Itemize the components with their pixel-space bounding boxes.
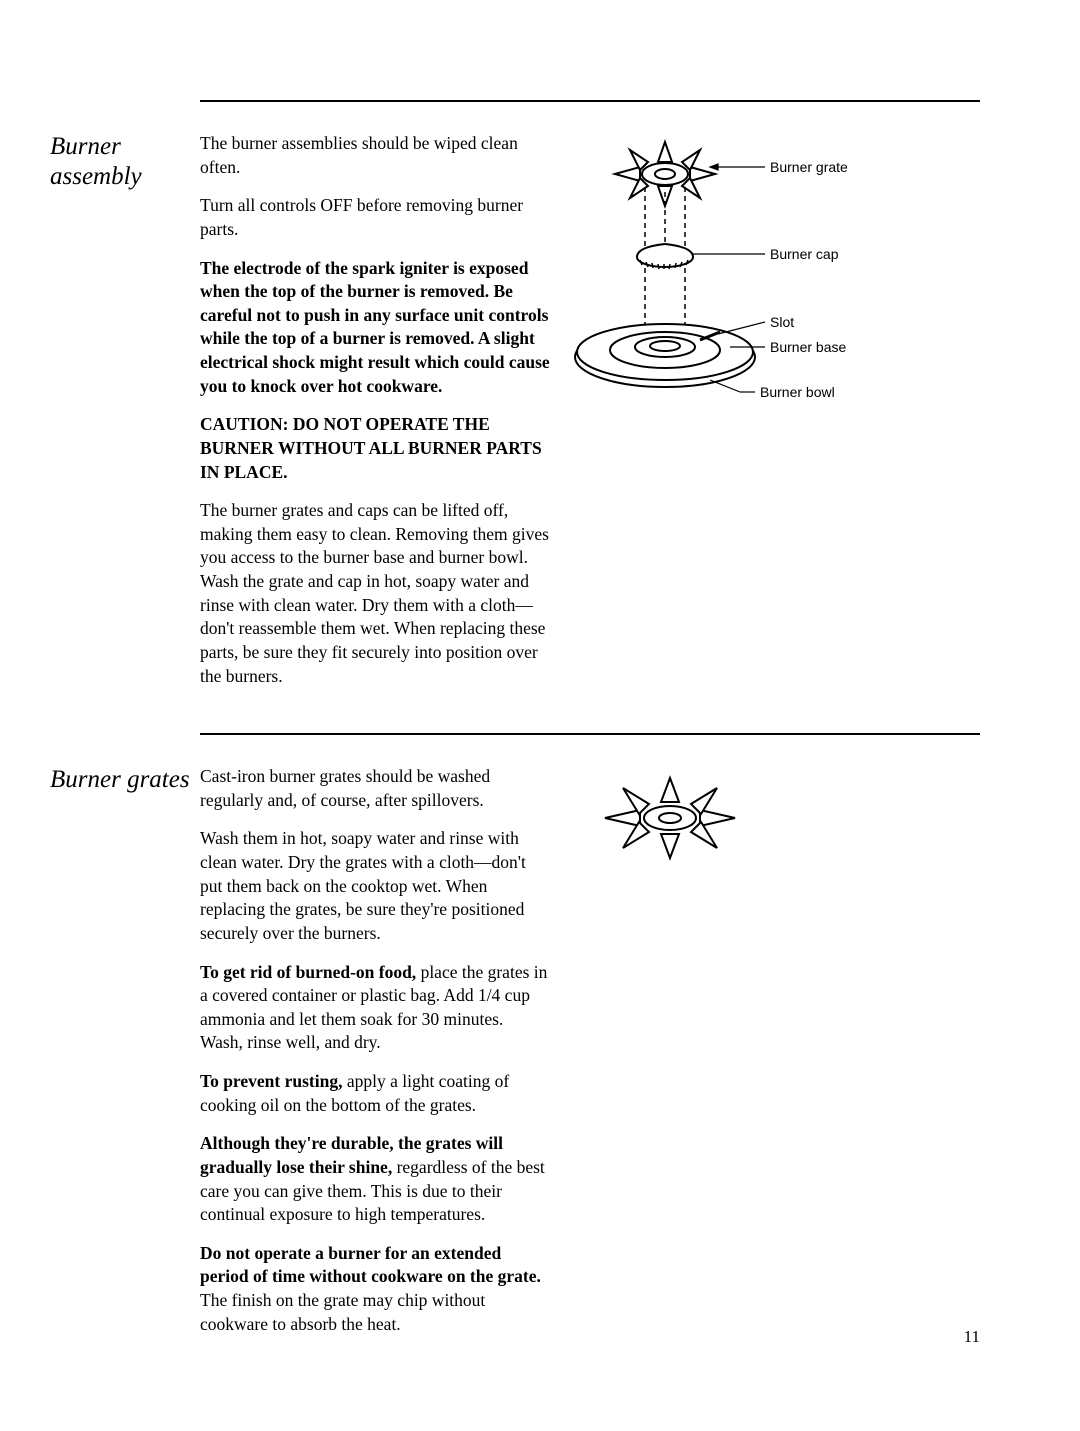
diagram-exploded-burner: Burner grate Burner cap Slot Burner base… (570, 132, 980, 703)
para-caution: CAUTION: DO NOT OPERATE THE BURNER WITHO… (200, 413, 550, 484)
side-heading-grates: Burner grates (50, 765, 200, 1351)
burner-grate-icon (570, 765, 770, 865)
section-burner-assembly: Burner assembly The burner assemblies sh… (50, 132, 980, 703)
label-burner-cap: Burner cap (770, 246, 838, 262)
section-rule-mid (200, 733, 980, 735)
section-burner-grates: Burner grates Cast-iron burner grates sh… (50, 765, 980, 1351)
para: The burner assemblies should be wiped cl… (200, 132, 550, 179)
label-burner-grate: Burner grate (770, 159, 848, 175)
heading-text: Burner grates (50, 766, 190, 793)
diagram-grate-only (570, 765, 980, 1351)
manual-page: Burner assembly The burner assemblies sh… (0, 0, 1080, 1431)
content-row: Cast-iron burner grates should be washed… (200, 765, 980, 1351)
para: Turn all controls OFF before removing bu… (200, 194, 550, 241)
side-heading-assembly: Burner assembly (50, 132, 200, 703)
section-rule-top (200, 100, 980, 102)
para-rest: The finish on the grate may chip without… (200, 1290, 485, 1334)
para: To get rid of burned-on food, place the … (200, 961, 550, 1056)
para: To prevent rusting, apply a light coatin… (200, 1070, 550, 1117)
para: Cast-iron burner grates should be washed… (200, 765, 550, 812)
lead-bold: To get rid of burned-on food, (200, 962, 416, 982)
lead-bold: To prevent rusting, (200, 1071, 342, 1091)
para: Wash them in hot, soapy water and rinse … (200, 827, 550, 945)
para-bold: The electrode of the spark igniter is ex… (200, 257, 550, 399)
label-slot: Slot (770, 314, 794, 330)
text-column-grates: Cast-iron burner grates should be washed… (200, 765, 550, 1351)
text-column-assembly: The burner assemblies should be wiped cl… (200, 132, 550, 703)
para: Do not operate a burner for an extended … (200, 1242, 550, 1337)
para: Although they're durable, the grates wil… (200, 1132, 550, 1227)
page-number: 11 (964, 1327, 980, 1347)
para: The burner grates and caps can be lifted… (200, 499, 550, 688)
label-burner-bowl: Burner bowl (760, 384, 835, 400)
label-burner-base: Burner base (770, 339, 846, 355)
content-row: The burner assemblies should be wiped cl… (200, 132, 980, 703)
heading-text: Burner assembly (50, 133, 142, 190)
lead-bold: Do not operate a burner for an extended … (200, 1243, 541, 1287)
